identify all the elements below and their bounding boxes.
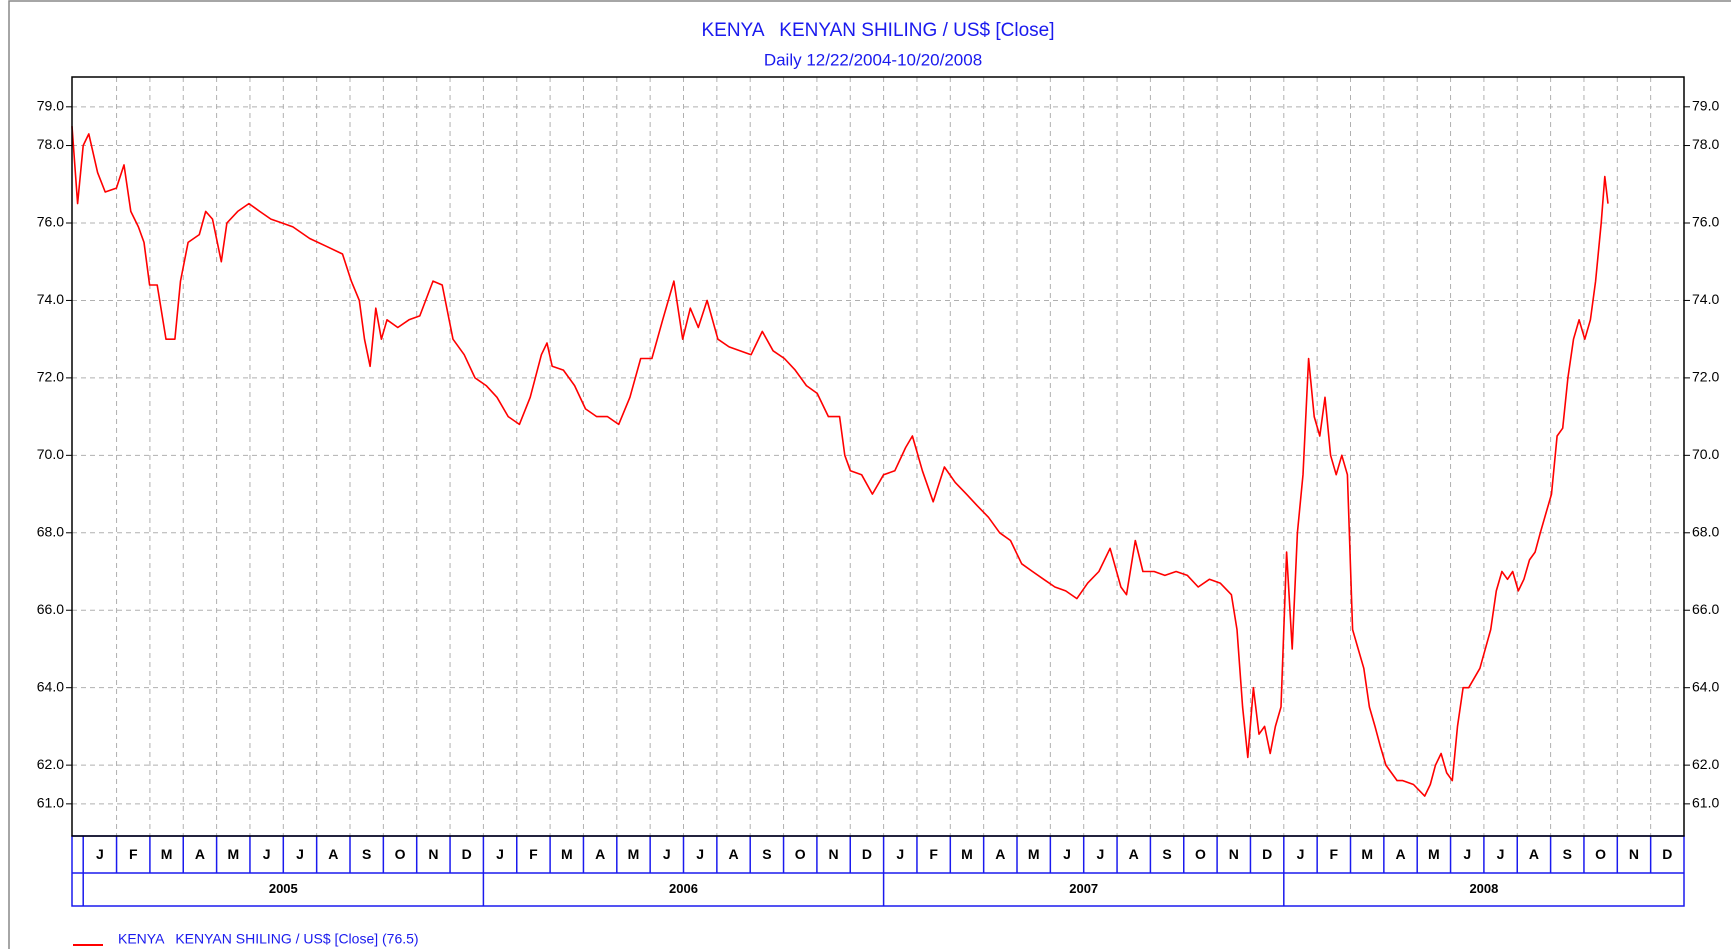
- y-tick-label: 70.0: [37, 446, 64, 462]
- year-label: 2006: [669, 881, 698, 896]
- month-label: F: [529, 846, 538, 862]
- month-label: N: [829, 846, 839, 862]
- month-label: D: [462, 846, 472, 862]
- month-label: O: [795, 846, 806, 862]
- month-label: M: [961, 846, 973, 862]
- y2-tick-label: 78.0: [1692, 136, 1719, 152]
- year-label: 2007: [1069, 881, 1098, 896]
- month-label: S: [1162, 846, 1171, 862]
- chart-title: KENYA KENYAN SHILING / US$ [Close]: [701, 20, 1054, 41]
- month-label: M: [227, 846, 239, 862]
- y-tick-label: 61.0: [37, 795, 64, 811]
- month-label: O: [1195, 846, 1206, 862]
- month-label: D: [1262, 846, 1272, 862]
- month-label: F: [129, 846, 138, 862]
- y-tick-label: 68.0: [37, 523, 64, 539]
- month-label: J: [263, 846, 271, 862]
- y-tick-label: 79.0: [37, 98, 64, 114]
- line-series: [71, 126, 1609, 797]
- month-label: A: [1129, 846, 1139, 862]
- month-label: A: [328, 846, 338, 862]
- y-tick-label: 66.0: [37, 601, 64, 617]
- month-label: J: [96, 846, 104, 862]
- y2-tick-label: 66.0: [1692, 601, 1719, 617]
- chart-subtitle: Daily 12/22/2004-10/20/2008: [764, 50, 982, 69]
- month-label: J: [496, 846, 504, 862]
- month-label: O: [1595, 846, 1606, 862]
- month-label: J: [696, 846, 704, 862]
- month-label: A: [728, 846, 738, 862]
- month-label: J: [1063, 846, 1071, 862]
- month-label: M: [561, 846, 573, 862]
- y2-tick-label: 76.0: [1692, 214, 1719, 230]
- month-label: A: [995, 846, 1005, 862]
- month-label: N: [428, 846, 438, 862]
- month-label: S: [1563, 846, 1572, 862]
- y-tick-label: 76.0: [37, 214, 64, 230]
- month-label: J: [663, 846, 671, 862]
- month-label: J: [1463, 846, 1471, 862]
- year-label: 2008: [1469, 881, 1498, 896]
- frame: [8, 0, 1731, 949]
- y-tick-label: 64.0: [37, 678, 64, 694]
- y2-tick-label: 74.0: [1692, 291, 1719, 307]
- month-label: D: [1662, 846, 1672, 862]
- month-label: M: [628, 846, 640, 862]
- y-tick-label: 62.0: [37, 756, 64, 772]
- month-label: N: [1629, 846, 1639, 862]
- month-label: J: [1096, 846, 1104, 862]
- month-label: F: [1330, 846, 1339, 862]
- month-band: [71, 835, 1685, 907]
- plot: [71, 126, 1609, 797]
- month-label: J: [296, 846, 304, 862]
- y-tick-label: 78.0: [37, 136, 64, 152]
- month-label: A: [1529, 846, 1539, 862]
- y2-tick-label: 72.0: [1692, 369, 1719, 385]
- y-tick-label: 74.0: [37, 291, 64, 307]
- month-label: J: [1297, 846, 1305, 862]
- month-label: J: [1497, 846, 1505, 862]
- month-label: A: [1395, 846, 1405, 862]
- month-label: M: [1028, 846, 1040, 862]
- legend-label: KENYA KENYAN SHILING / US$ [Close] (76.5…: [118, 931, 419, 947]
- y2-tick-label: 64.0: [1692, 678, 1719, 694]
- month-label: N: [1229, 846, 1239, 862]
- month-label: O: [395, 846, 406, 862]
- plot-border: [71, 76, 1685, 837]
- month-label: A: [195, 846, 205, 862]
- month-label: D: [862, 846, 872, 862]
- grid: [72, 77, 1684, 836]
- month-label: J: [896, 846, 904, 862]
- y2-tick-label: 62.0: [1692, 756, 1719, 772]
- month-label: S: [362, 846, 371, 862]
- y2-tick-label: 68.0: [1692, 523, 1719, 539]
- y-tick-label: 72.0: [37, 369, 64, 385]
- month-label: S: [762, 846, 771, 862]
- month-label: A: [595, 846, 605, 862]
- month-label: M: [161, 846, 173, 862]
- month-label: F: [929, 846, 938, 862]
- y2-tick-label: 79.0: [1692, 98, 1719, 114]
- month-label: M: [1361, 846, 1373, 862]
- y2-tick-label: 61.0: [1692, 795, 1719, 811]
- year-label: 2005: [269, 881, 298, 896]
- month-label: M: [1428, 846, 1440, 862]
- y2-tick-label: 70.0: [1692, 446, 1719, 462]
